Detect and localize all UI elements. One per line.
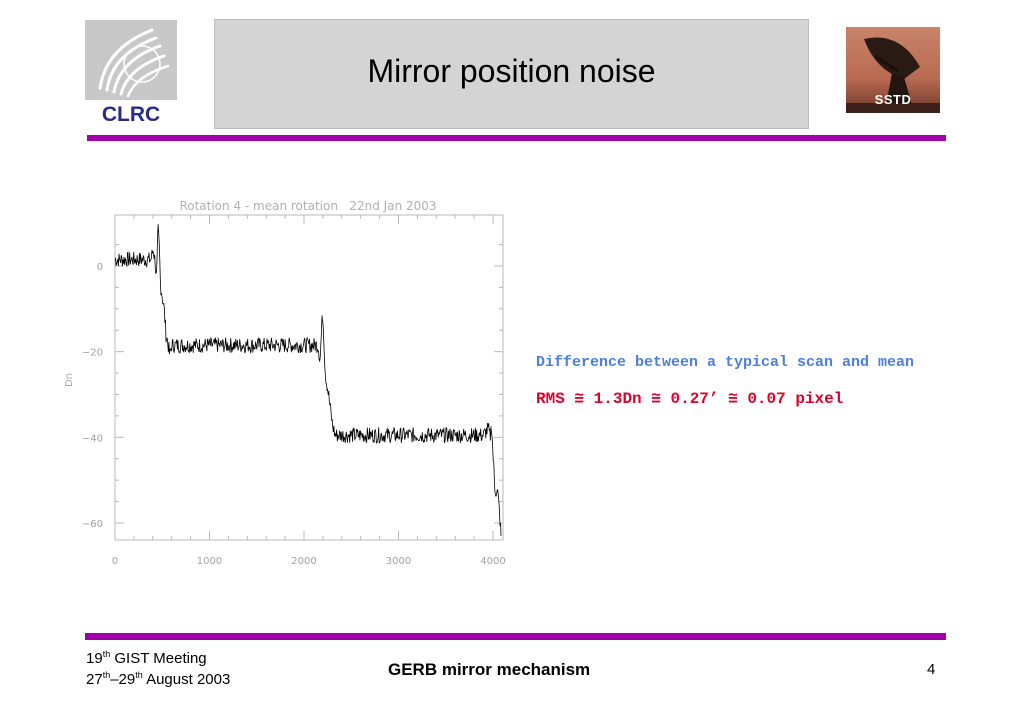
- clrc-logo: CLRC: [82, 18, 182, 128]
- dates-start: 27: [86, 671, 103, 688]
- plot-frame: [114, 214, 504, 541]
- y-tick-label: 0: [97, 262, 103, 273]
- sstd-logo: SSTD: [846, 27, 940, 113]
- x-tick-label: 4000: [480, 556, 505, 567]
- telescope-dish-icon: [846, 27, 940, 113]
- page-number: 4: [927, 661, 936, 678]
- footer-meeting-info: 19th GIST Meeting 27th–29th August 2003: [86, 648, 230, 690]
- note-rms: RMS ≅ 1.3Dn ≅ 0.27’ ≅ 0.07 pixel: [536, 390, 844, 408]
- dates-rest: August 2003: [142, 671, 231, 688]
- footer-divider: [85, 633, 946, 640]
- meeting-day-suffix: th: [102, 649, 111, 659]
- x-tick-label: 3000: [386, 556, 411, 567]
- y-tick-label: −60: [82, 519, 103, 530]
- meeting-day: 19: [86, 650, 103, 667]
- y-axis-label: Dn: [64, 373, 75, 387]
- dates-end-suffix: th: [135, 670, 143, 680]
- x-tick-label: 1000: [197, 556, 222, 567]
- title-box: Mirror position noise: [214, 19, 809, 129]
- series-line-scan-difference: [114, 224, 502, 536]
- sstd-logo-text: SSTD: [874, 92, 912, 107]
- y-tick-label: −40: [82, 433, 103, 444]
- x-tick-label: 0: [112, 556, 118, 567]
- dates-start-suffix: th: [102, 670, 111, 680]
- clrc-logo-text: CLRC: [102, 103, 160, 126]
- dates-dash: –29: [110, 671, 136, 688]
- meeting-name: GIST Meeting: [110, 650, 207, 667]
- y-tick-label: −20: [82, 348, 103, 359]
- x-tick-label: 2000: [291, 556, 316, 567]
- note-description: Difference between a typical scan and me…: [536, 354, 915, 371]
- axis-tick-labels: 0 1000 2000 3000 4000 0 −20 −40 −60: [82, 262, 506, 567]
- chart-note: Difference between a typical scan and me…: [536, 352, 956, 408]
- footer-dates-line: 27th–29th August 2003: [86, 669, 230, 690]
- footer-meeting-line: 19th GIST Meeting: [86, 648, 230, 669]
- clrc-swoosh-icon: [98, 28, 170, 98]
- page-title: Mirror position noise: [367, 52, 656, 89]
- chart-title: Rotation 4 - mean rotation 22nd Jan 2003: [179, 199, 436, 213]
- header-divider: [87, 135, 946, 141]
- footer-title: GERB mirror mechanism: [388, 660, 591, 679]
- axis-ticks: [114, 215, 503, 540]
